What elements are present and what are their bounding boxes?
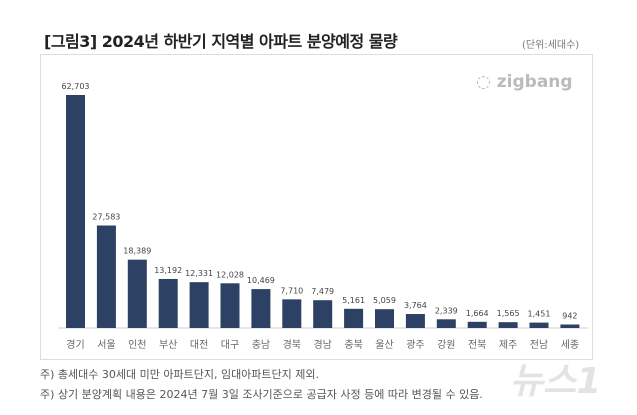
x-tick-label: 세종 [561, 339, 579, 351]
x-tick-label: 충북 [344, 339, 362, 351]
data-label: 7,710 [280, 286, 303, 295]
x-tick-label: 전남 [530, 339, 548, 351]
zigbang-icon: ◌ [476, 72, 497, 92]
x-tick-label: 대구 [221, 339, 239, 351]
x-tick-label: 광주 [406, 339, 424, 351]
data-label: 5,161 [342, 296, 365, 305]
news1-watermark: 뉴스1 [510, 361, 602, 402]
bar-충남 [251, 289, 271, 328]
bar-세종 [560, 324, 580, 328]
x-tick-label: 충남 [252, 339, 270, 351]
bar-경북 [282, 299, 302, 328]
bar-서울 [96, 225, 116, 328]
data-label: 7,479 [311, 287, 334, 296]
bar-강원 [436, 319, 456, 328]
data-label: 1,451 [528, 310, 551, 319]
footnote-1: 주) 총세대수 30세대 미만 아파트단지, 임대아파트단지 제외. [40, 368, 320, 381]
bar-광주 [405, 314, 425, 328]
x-tick-label: 인천 [128, 339, 146, 351]
bar-전북 [467, 321, 487, 328]
data-label: 18,389 [123, 247, 151, 256]
data-label: 2,339 [435, 306, 458, 315]
data-label: 1,565 [497, 309, 520, 318]
data-label: 62,703 [62, 82, 90, 91]
bar-제주 [498, 322, 518, 328]
x-tick-label: 부산 [159, 339, 177, 351]
data-label: 1,664 [466, 309, 489, 318]
data-label: 3,764 [404, 301, 427, 310]
bar-대전 [189, 282, 209, 328]
data-label: 942 [562, 311, 577, 320]
bar-울산 [375, 309, 394, 328]
x-tick-label: 전북 [468, 339, 486, 351]
x-tick-label: 경남 [313, 338, 331, 351]
bar-대구 [220, 283, 240, 328]
x-tick-label: 경기 [66, 338, 84, 351]
bar-부산 [158, 278, 178, 328]
bar-충북 [344, 308, 364, 328]
x-tick-label: 서울 [97, 339, 115, 351]
zigbang-logo: ◌ zigbang [476, 72, 573, 92]
x-tick-label: 경북 [283, 338, 301, 351]
bar-경남 [313, 300, 333, 328]
bar-전남 [529, 322, 549, 328]
data-label: 10,469 [247, 276, 275, 285]
data-label: 5,059 [373, 296, 396, 305]
chart-frame [40, 54, 593, 360]
x-tick-label: 제주 [499, 339, 517, 351]
data-label: 27,583 [92, 213, 120, 222]
chart-title: [그림3] 2024년 하반기 지역별 아파트 분양예정 물량 [44, 32, 398, 51]
footnote-2: 주) 상기 분양계획 내용은 2024년 7월 3일 조사기준으로 공급자 사정… [40, 388, 483, 401]
x-tick-label: 대전 [190, 339, 208, 351]
bar-인천 [127, 259, 147, 328]
x-tick-label: 울산 [375, 339, 393, 351]
bar-경기 [66, 95, 85, 328]
x-tick-label: 강원 [437, 339, 455, 351]
data-label: 12,028 [216, 270, 244, 279]
data-label: 12,331 [185, 269, 213, 278]
unit-label: (단위:세대수) [522, 40, 580, 51]
data-label: 13,192 [154, 266, 182, 275]
